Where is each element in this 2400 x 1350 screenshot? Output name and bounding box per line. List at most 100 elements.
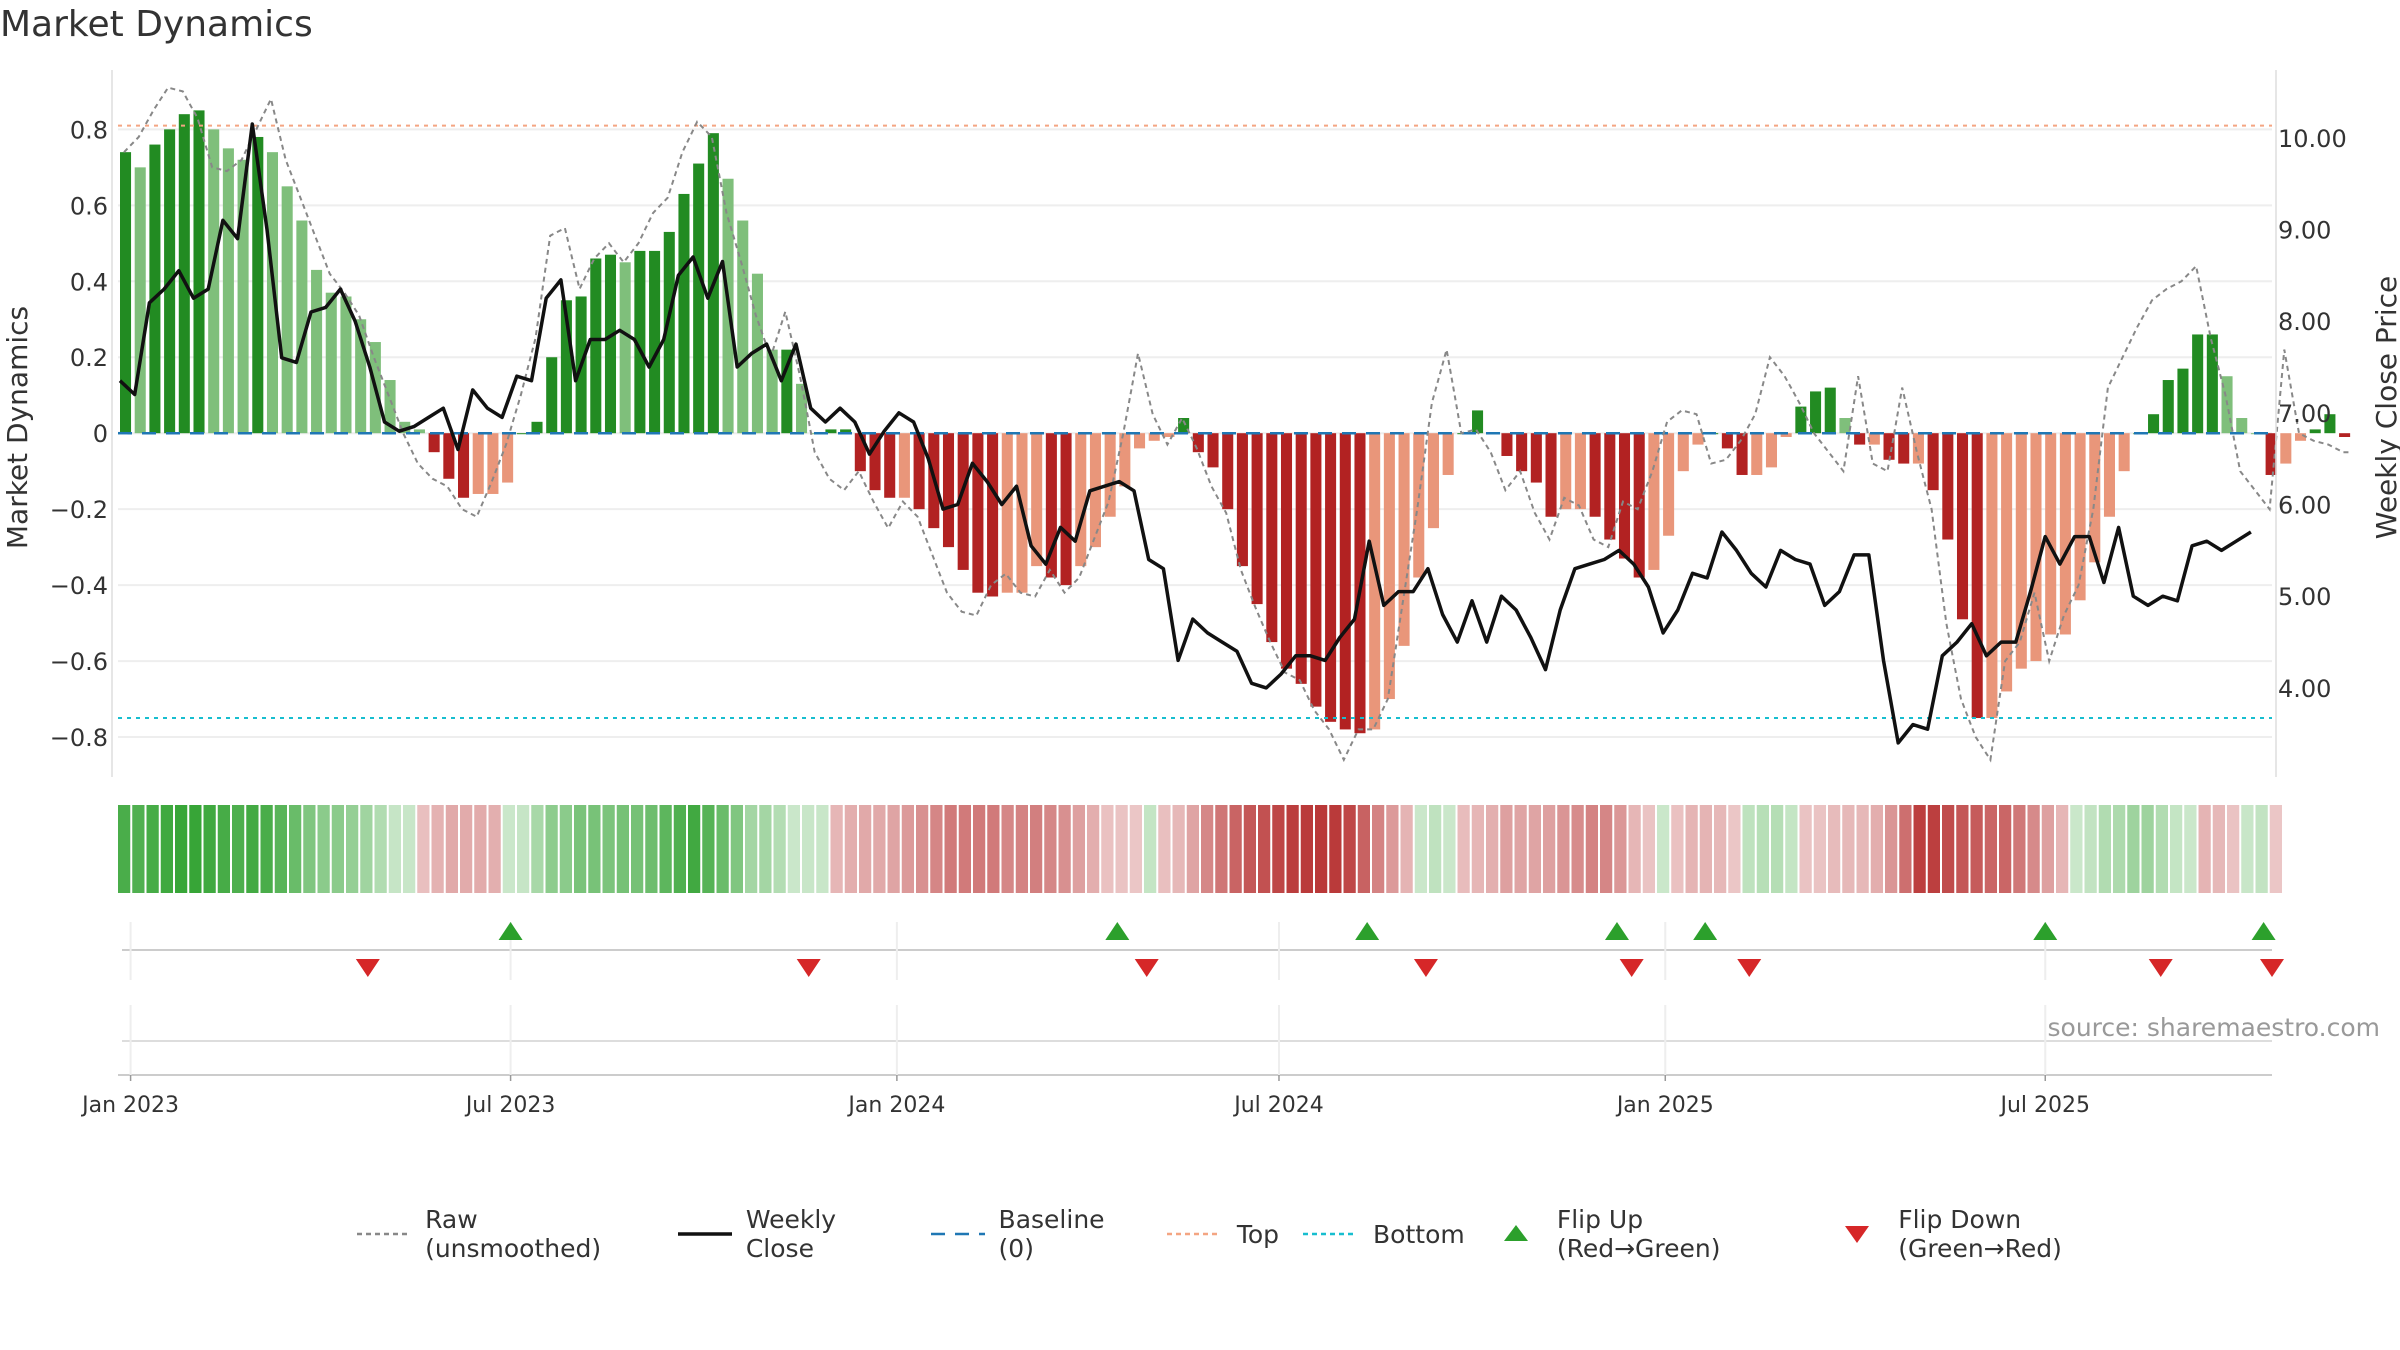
regime-cell	[388, 805, 401, 893]
dynamics-bar	[2236, 418, 2248, 434]
dynamics-bar	[1104, 433, 1116, 517]
regime-cell	[1557, 805, 1570, 893]
dynamics-bar	[1898, 433, 1910, 464]
dynamics-bar	[840, 429, 852, 434]
y-tick-label: 0	[93, 420, 108, 448]
raw-line	[123, 86, 2351, 763]
dynamics-bar	[2324, 414, 2336, 434]
dynamics-bar	[619, 262, 631, 434]
regime-cell	[1329, 805, 1342, 893]
regime-cell	[716, 805, 729, 893]
y-tick-label: 0.2	[70, 344, 108, 372]
flip-up-marker	[2033, 922, 2058, 940]
legend-label: Raw (unsmoothed)	[425, 1205, 602, 1263]
regime-cell	[930, 805, 943, 893]
dynamics-bar	[1810, 391, 1822, 434]
regime-cell	[1030, 805, 1043, 893]
dynamics-bar	[1927, 433, 1939, 491]
dynamics-bar	[1677, 433, 1689, 472]
dynamics-bar	[281, 186, 293, 434]
regime-cell	[1429, 805, 1442, 893]
dynamics-bar	[1222, 433, 1234, 510]
regime-cell	[588, 805, 601, 893]
flip-down-marker	[2148, 959, 2173, 977]
dynamics-bar	[1545, 433, 1557, 517]
regime-cell	[2198, 805, 2211, 893]
flip-up-marker	[1604, 922, 1629, 940]
y-tick-label: −0.4	[50, 572, 108, 600]
regime-cell	[1443, 805, 1456, 893]
y-tick-label: −0.6	[50, 648, 108, 676]
dynamics-bar	[1266, 433, 1278, 643]
dynamics-bar	[1427, 433, 1439, 529]
regime-cell	[2027, 805, 2040, 893]
dynamics-bar	[443, 433, 455, 479]
dynamics-bar	[604, 254, 617, 434]
regime-cell	[1927, 805, 1940, 893]
regime-cell	[1742, 805, 1755, 893]
regime-cell	[289, 805, 302, 893]
flip-up-marker	[1355, 922, 1380, 940]
x-axis: Jan 2023 Jul 2023 Jan 2024 Jul 2024 Jan 2025…	[80, 1075, 2090, 1118]
dynamics-bar	[1956, 433, 1969, 620]
dynamics-bar	[2339, 433, 2351, 437]
regime-cell	[1500, 805, 1513, 893]
dynamics-bar	[1192, 433, 1204, 453]
flip-down-marker	[796, 959, 821, 977]
dynamics-bar	[560, 300, 572, 434]
chart-legend: Raw (unsmoothed) Weekly Close Baseline (0)…	[355, 1205, 2205, 1263]
regime-cell	[517, 805, 530, 893]
regime-cell	[830, 805, 843, 893]
regime-cell	[887, 805, 900, 893]
dynamics-bar	[1912, 433, 1924, 464]
dynamics-bar	[751, 273, 763, 434]
regime-cell	[1942, 805, 1955, 893]
flip-up-marker	[498, 922, 523, 940]
regime-cell	[2255, 805, 2268, 893]
regime-cell	[1528, 805, 1541, 893]
dynamics-bar	[1780, 433, 1792, 437]
dynamics-bar	[1031, 433, 1043, 567]
regime-cell	[973, 805, 986, 893]
regime-cell	[374, 805, 387, 893]
y2-tick-label: 6.00	[2278, 492, 2331, 520]
dynamics-bar	[796, 383, 808, 434]
regime-cell	[1885, 805, 1898, 893]
y2-tick-label: 7.00	[2278, 400, 2331, 428]
dynamics-bar	[1325, 433, 1337, 722]
flip-down-marker	[1737, 959, 1762, 977]
regime-cell	[232, 805, 245, 893]
y-tick-label: −0.2	[50, 496, 108, 524]
dynamics-bar	[120, 152, 132, 434]
dynamics-bar	[458, 433, 470, 498]
dynamics-bar	[1369, 433, 1381, 730]
regime-cell	[602, 805, 615, 893]
dynamics-bar	[854, 433, 866, 472]
dynamics-bar	[1075, 433, 1087, 567]
dynamics-bar	[252, 136, 264, 434]
regime-cell	[303, 805, 316, 893]
legend-item: Flip Down (Green→Red)	[1828, 1205, 2183, 1263]
x-tick-label: Jul 2023	[464, 1093, 556, 1118]
x-tick-label: Jul 2024	[1232, 1093, 1324, 1118]
regime-cell	[802, 805, 815, 893]
dynamics-bar	[1604, 433, 1616, 540]
market-dynamics-chart: 0.8 0.6 0.4 0.2 0 −0.2 −0.4 −0.6 −0.8 10.00 9.00 8.…	[1, 70, 2400, 1118]
dynamics-bar	[384, 380, 396, 434]
regime-cell	[659, 805, 672, 893]
legend-item: Baseline (0)	[929, 1205, 1143, 1263]
regime-cell	[2070, 805, 2083, 893]
y2-tick-label: 8.00	[2278, 308, 2331, 336]
regime-cell	[2269, 805, 2282, 893]
dynamics-bar	[1295, 433, 1307, 684]
regime-cell	[730, 805, 743, 893]
y-axis-title: Market Dynamics	[1, 306, 34, 549]
regime-cell	[1913, 805, 1926, 893]
dynamics-bar	[1854, 433, 1866, 445]
dynamics-bar	[766, 349, 778, 434]
regime-cell	[987, 805, 1000, 893]
dynamics-bar	[987, 433, 999, 597]
dynamics-bar	[1413, 433, 1425, 578]
legend-symbol	[1503, 1225, 1528, 1241]
axes-layer: 0.8 0.6 0.4 0.2 0 −0.2 −0.4 −0.6 −0.8 10.00 9.00 8.…	[1, 70, 2400, 777]
